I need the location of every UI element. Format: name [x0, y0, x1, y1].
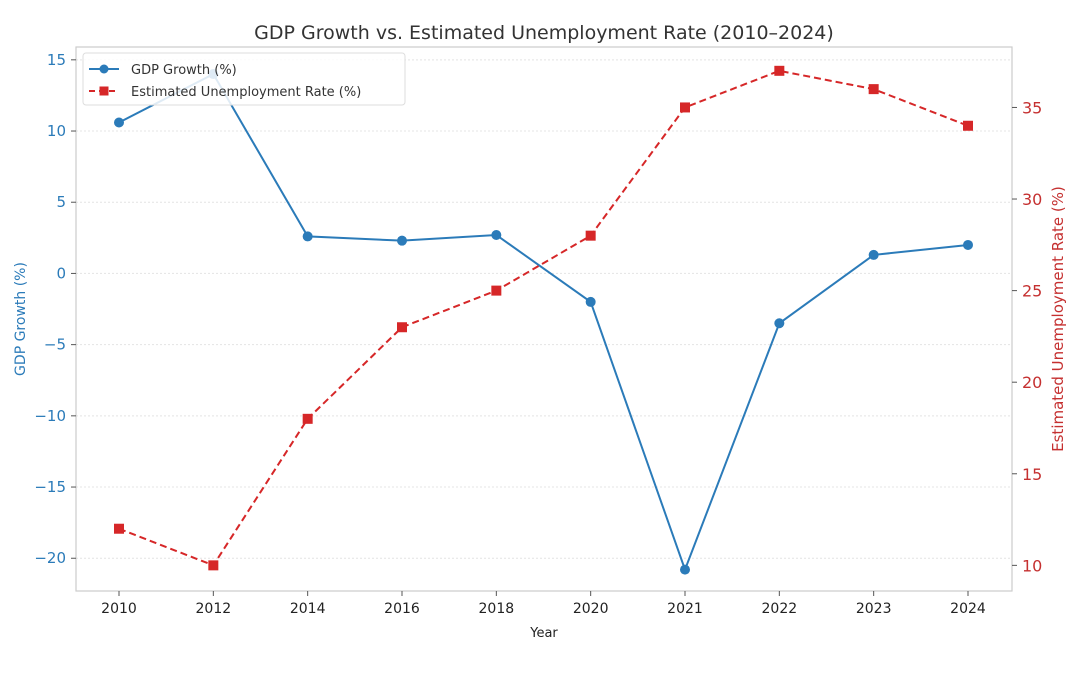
right-tick-label: 10 — [1022, 556, 1042, 575]
left-tick-label: −10 — [34, 407, 66, 425]
right-tick-label: 30 — [1022, 190, 1042, 209]
right-tick-label: 25 — [1022, 282, 1042, 301]
data-point-square — [680, 102, 690, 113]
data-point-circle — [585, 296, 596, 307]
left-tick-label: 10 — [47, 122, 66, 140]
legend-entry-gdp: GDP Growth (%) — [89, 63, 237, 78]
left-tick-label: −20 — [34, 549, 66, 567]
data-point-circle — [397, 235, 407, 246]
legend-marker-circle-icon — [99, 64, 109, 74]
x-tick-label: 2014 — [290, 601, 326, 617]
data-point-square — [114, 523, 124, 534]
legend-marker-square-icon — [99, 86, 109, 96]
x-tick-label: 2018 — [479, 601, 515, 617]
legend-entry-unemployment: Estimated Unemployment Rate (%) — [89, 85, 361, 100]
data-point-square — [397, 322, 407, 333]
legend-box — [82, 52, 406, 106]
left-tick-label: 15 — [47, 51, 66, 69]
data-point-circle — [963, 239, 973, 250]
x-tick-label: 2020 — [573, 601, 609, 617]
data-point-circle — [868, 249, 879, 260]
left-y-axis-label: GDP Growth (%) — [13, 262, 29, 376]
data-point-square — [868, 84, 879, 95]
left-tick-label: 5 — [56, 193, 66, 211]
right-y-axis-label: Estimated Unemployment Rate (%) — [1049, 186, 1067, 452]
x-tick-label: 2016 — [384, 601, 420, 617]
data-point-square — [774, 65, 785, 76]
grid-lines — [76, 59, 1012, 559]
data-point-circle — [680, 564, 690, 575]
data-point-circle — [774, 318, 785, 329]
x-tick-label: 2012 — [196, 601, 232, 617]
left-tick-label: −15 — [34, 478, 66, 496]
right-tick-label: 20 — [1022, 373, 1042, 392]
data-point-circle — [302, 231, 313, 242]
left-y-axis: 15 10 5 0 −5 −10 −15 −20 — [34, 51, 76, 567]
series-unemployment-rate — [114, 65, 973, 571]
x-axis-label: Year — [529, 626, 558, 641]
right-y-axis: 35 30 25 20 15 10 — [1012, 98, 1042, 575]
x-tick-label: 2024 — [950, 601, 986, 617]
data-point-square — [208, 560, 219, 571]
x-tick-label: 2010 — [101, 601, 137, 617]
data-point-square — [585, 230, 596, 241]
left-tick-label: −5 — [44, 336, 66, 354]
legend: GDP Growth (%) Estimated Unemployment Ra… — [82, 52, 406, 106]
legend-label-unemployment: Estimated Unemployment Rate (%) — [131, 85, 361, 100]
data-point-circle — [114, 117, 124, 128]
legend-label-gdp: GDP Growth (%) — [131, 63, 237, 78]
x-tick-label: 2023 — [856, 601, 892, 617]
data-point-square — [491, 285, 502, 296]
data-point-square — [302, 413, 313, 424]
data-point-square — [963, 120, 973, 131]
right-tick-label: 35 — [1022, 98, 1042, 117]
data-point-circle — [491, 229, 502, 240]
x-axis: 2010 2012 2014 2016 2018 2020 2021 2022 2023 2024 — [101, 591, 986, 617]
chart-title: GDP Growth vs. Estimated Unemployment Ra… — [254, 22, 834, 44]
x-tick-label: 2022 — [762, 601, 798, 617]
right-tick-label: 15 — [1022, 465, 1042, 484]
plot-frame — [75, 46, 1013, 592]
x-tick-label: 2021 — [667, 601, 703, 617]
series-line — [118, 69, 969, 567]
left-tick-label: 0 — [56, 264, 66, 282]
series-gdp-growth — [114, 69, 973, 575]
series-layer — [114, 65, 973, 575]
series-line — [118, 72, 969, 573]
